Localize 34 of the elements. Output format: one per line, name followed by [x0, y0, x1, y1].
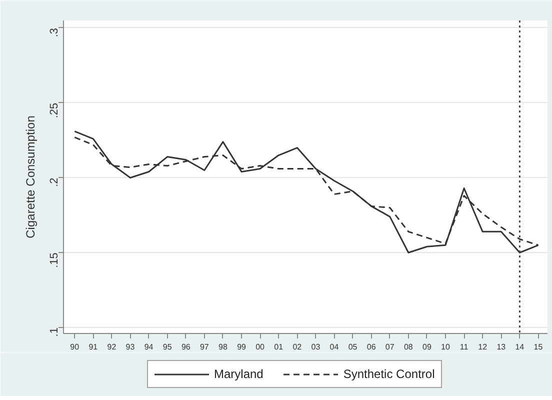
x-tick-label: 04 — [330, 342, 340, 352]
x-tick-label: 95 — [162, 342, 172, 352]
y-tick-label: .25 — [48, 102, 60, 118]
x-tick-label: 02 — [292, 342, 302, 352]
x-tick-label: 93 — [126, 342, 136, 352]
x-tick-label: 97 — [200, 342, 210, 352]
y-tick-label: .15 — [48, 252, 60, 268]
x-tick-label: 01 — [274, 342, 284, 352]
x-tick-label: 90 — [70, 342, 80, 352]
x-tick-label: 15 — [534, 342, 544, 352]
x-tick-label: 07 — [385, 342, 395, 352]
x-tick-label: 92 — [107, 342, 117, 352]
y-tick-label: .3 — [48, 28, 60, 38]
x-tick-label: 10 — [441, 342, 451, 352]
x-tick-label: 05 — [348, 342, 358, 352]
x-tick-label: 08 — [404, 342, 414, 352]
x-tick-label: 14 — [515, 342, 525, 352]
x-tick-label: 98 — [218, 342, 228, 352]
x-tick-label: 94 — [144, 342, 154, 352]
x-tick-label: 13 — [496, 342, 506, 352]
x-tick-label: 06 — [366, 342, 376, 352]
legend-label: Synthetic Control — [343, 367, 435, 381]
x-tick-label: 11 — [460, 342, 469, 352]
y-axis-title: Cigarette Consumption — [24, 116, 38, 238]
x-tick-label: 09 — [422, 342, 432, 352]
legend-label: Maryland — [214, 367, 264, 381]
x-tick-label: 96 — [181, 342, 191, 352]
y-tick-label: .1 — [48, 327, 60, 337]
x-tick-label: 03 — [311, 342, 321, 352]
x-tick-label: 91 — [88, 342, 98, 352]
y-tick-label: .2 — [48, 178, 60, 187]
x-tick-label: 00 — [256, 342, 266, 352]
x-tick-label: 12 — [478, 342, 488, 352]
x-tick-label: 99 — [237, 342, 247, 352]
